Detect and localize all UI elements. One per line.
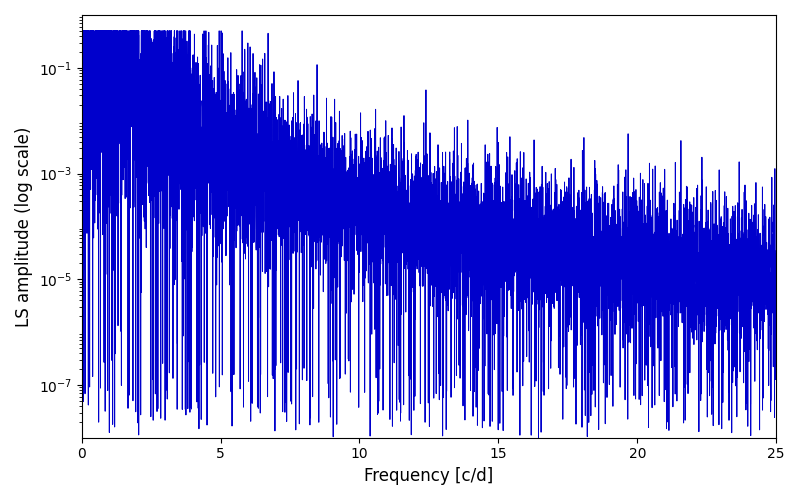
Y-axis label: LS amplitude (log scale): LS amplitude (log scale) <box>15 126 33 326</box>
X-axis label: Frequency [c/d]: Frequency [c/d] <box>364 467 494 485</box>
